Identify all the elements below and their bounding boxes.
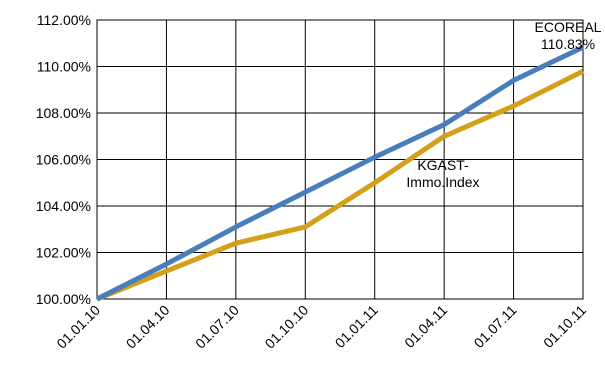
x-tick-label: 01.04.11 [401, 302, 450, 351]
series-lines [95, 44, 585, 302]
y-tick-label: 104.00% [36, 198, 91, 214]
series-line-kgast-immo-index [96, 68, 585, 302]
x-tick-label: 01.01.11 [332, 302, 381, 351]
annotations: ECOREAL 110.83% KGAST-Immo.Index [406, 19, 601, 190]
x-tick-label: 01.10.11 [540, 302, 589, 351]
x-tick-label: 01.01.10 [53, 302, 103, 352]
series-line-ecoreal [95, 44, 585, 302]
y-tick-label: 100.00% [36, 291, 91, 307]
x-axis-tick-labels: 01.01.10 01.04.10 01.07.10 01.10.10 01.01.11… [53, 302, 589, 352]
annotation-kgast-immo-index: KGAST-Immo.Index [406, 157, 479, 190]
y-tick-label: 108.00% [36, 105, 91, 121]
y-tick-label: 110.00% [37, 59, 91, 75]
x-tick-label: 01.10.10 [262, 302, 312, 352]
x-tick-label: 01.07.11 [471, 302, 520, 351]
annotation-ecoreal: ECOREAL 110.83% [535, 19, 602, 52]
y-tick-label: 106.00% [36, 152, 91, 168]
y-tick-label: 112.00% [37, 12, 91, 28]
y-tick-label: 102.00% [36, 245, 91, 261]
x-tick-label: 01.04.10 [123, 302, 173, 352]
y-axis-tick-labels: 100.00% 102.00% 104.00% 106.00% 108.00% 110.0… [36, 12, 91, 307]
plot-area-border [96, 19, 584, 300]
grid [96, 19, 584, 300]
x-tick-label: 01.07.10 [192, 302, 242, 352]
